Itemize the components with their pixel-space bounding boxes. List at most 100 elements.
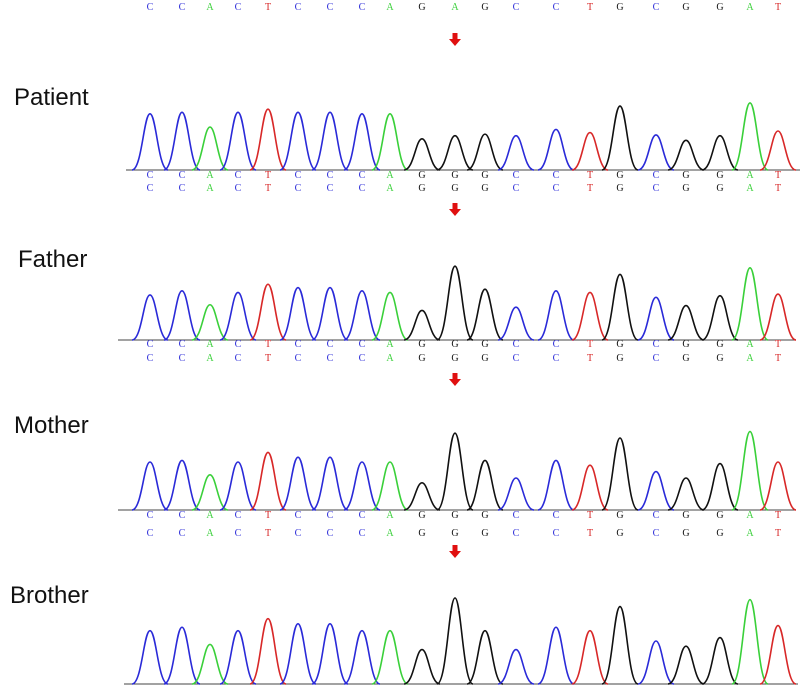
seq-1-1-base-1: C — [179, 353, 186, 364]
peak-3-7 — [343, 629, 381, 685]
peak-2-7 — [343, 461, 381, 511]
peak-2-5 — [279, 456, 317, 511]
ref-seq-base-12: C — [513, 2, 520, 13]
ref-seq-base-15: G — [616, 2, 623, 13]
seq-1-0-base-1: C — [179, 339, 186, 350]
ref-seq-base-0: C — [147, 2, 154, 13]
seq-1-0-base-3: C — [235, 339, 242, 350]
peak-0-5 — [279, 111, 317, 171]
seq-0-1-base-14: T — [587, 183, 593, 194]
peak-0-13 — [537, 128, 575, 171]
seq-2-1-base-5: C — [295, 528, 302, 539]
seq-1-0-base-15: G — [616, 339, 623, 350]
seq-1-1-base-8: A — [386, 353, 394, 364]
seq-2-1-base-18: G — [716, 528, 723, 539]
peak-1-9 — [403, 309, 441, 341]
ref-seq-base-13: C — [553, 2, 560, 13]
seq-2-0-base-0: C — [147, 510, 154, 521]
seq-2-0-base-18: G — [716, 510, 723, 521]
seq-1-1-base-16: C — [653, 353, 660, 364]
peak-0-14 — [571, 131, 609, 171]
seq-1-0-base-14: T — [587, 339, 593, 350]
peak-0-16 — [637, 134, 675, 171]
peak-2-11 — [466, 459, 504, 511]
seq-2-1-base-7: C — [359, 528, 366, 539]
seq-0-1-base-6: C — [327, 183, 334, 194]
ref-seq-base-19: A — [746, 2, 754, 13]
seq-0-0-base-16: C — [653, 170, 660, 181]
seq-0-0-base-3: C — [235, 170, 242, 181]
seq-2-0-base-15: G — [616, 510, 623, 521]
peak-3-12 — [497, 648, 535, 685]
peak-3-1 — [163, 626, 201, 685]
seq-0-0-base-10: G — [451, 170, 458, 181]
seq-0-0-base-15: G — [616, 170, 623, 181]
peak-0-3 — [219, 111, 257, 171]
peak-0-4 — [249, 108, 287, 171]
seq-2-0-base-1: C — [179, 510, 186, 521]
seq-0-1-base-1: C — [179, 183, 186, 194]
peak-0-15 — [601, 105, 639, 171]
ref-seq-base-14: T — [587, 2, 593, 13]
seq-0-1-base-8: A — [386, 183, 394, 194]
peak-1-19 — [731, 267, 769, 341]
seq-0-1-base-7: C — [359, 183, 366, 194]
peak-0-8 — [371, 113, 409, 171]
seq-1-0-base-17: G — [682, 339, 689, 350]
peak-1-8 — [371, 291, 409, 341]
peak-3-14 — [571, 629, 609, 685]
ref-seq-base-5: C — [295, 2, 302, 13]
seq-0-0-base-4: T — [265, 170, 271, 181]
seq-2-0-base-5: C — [295, 510, 302, 521]
peak-2-13 — [537, 459, 575, 511]
seq-2-0-base-7: C — [359, 510, 366, 521]
seq-2-1-base-15: G — [616, 528, 623, 539]
seq-1-1-base-12: C — [513, 353, 520, 364]
seq-1-0-base-2: A — [206, 339, 214, 350]
peak-3-9 — [403, 648, 441, 685]
seq-1-0-base-0: C — [147, 339, 154, 350]
peak-1-10 — [436, 265, 474, 341]
seq-0-1-base-16: C — [653, 183, 660, 194]
seq-2-1-base-4: T — [265, 528, 271, 539]
seq-1-1-base-6: C — [327, 353, 334, 364]
seq-2-0-base-13: C — [553, 510, 560, 521]
seq-1-1-base-17: G — [682, 353, 689, 364]
seq-2-1-base-8: A — [386, 528, 394, 539]
peak-3-0 — [131, 629, 169, 685]
seq-1-0-base-7: C — [359, 339, 366, 350]
down-arrow-4 — [449, 545, 461, 558]
seq-0-1-base-5: C — [295, 183, 302, 194]
peak-1-13 — [537, 289, 575, 341]
peak-2-17 — [667, 477, 705, 511]
peak-3-13 — [537, 626, 575, 685]
ref-seq-base-6: C — [327, 2, 334, 13]
ref-seq-base-11: G — [481, 2, 488, 13]
seq-1-0-base-13: C — [553, 339, 560, 350]
seq-0-0-base-19: A — [746, 170, 754, 181]
seq-1-0-base-10: G — [451, 339, 458, 350]
seq-2-1-base-2: A — [206, 528, 214, 539]
peak-2-12 — [497, 477, 535, 511]
seq-0-1-base-0: C — [147, 183, 154, 194]
seq-0-1-base-3: C — [235, 183, 242, 194]
seq-2-0-base-20: T — [775, 510, 781, 521]
seq-1-1-base-15: G — [616, 353, 623, 364]
seq-1-0-base-12: C — [513, 339, 520, 350]
seq-2-0-base-14: T — [587, 510, 593, 521]
seq-1-1-base-4: T — [265, 353, 271, 364]
peak-1-7 — [343, 289, 381, 341]
seq-1-0-base-6: C — [327, 339, 334, 350]
seq-1-1-base-11: G — [481, 353, 488, 364]
peak-2-0 — [131, 461, 169, 511]
peak-1-11 — [466, 288, 504, 341]
peak-1-6 — [311, 286, 349, 341]
seq-0-1-base-17: G — [682, 183, 689, 194]
ref-seq-base-2: A — [206, 2, 214, 13]
down-arrow-2 — [449, 203, 461, 216]
seq-1-1-base-7: C — [359, 353, 366, 364]
seq-2-0-base-17: G — [682, 510, 689, 521]
ref-seq-base-16: C — [653, 2, 660, 13]
peak-3-18 — [701, 636, 739, 685]
